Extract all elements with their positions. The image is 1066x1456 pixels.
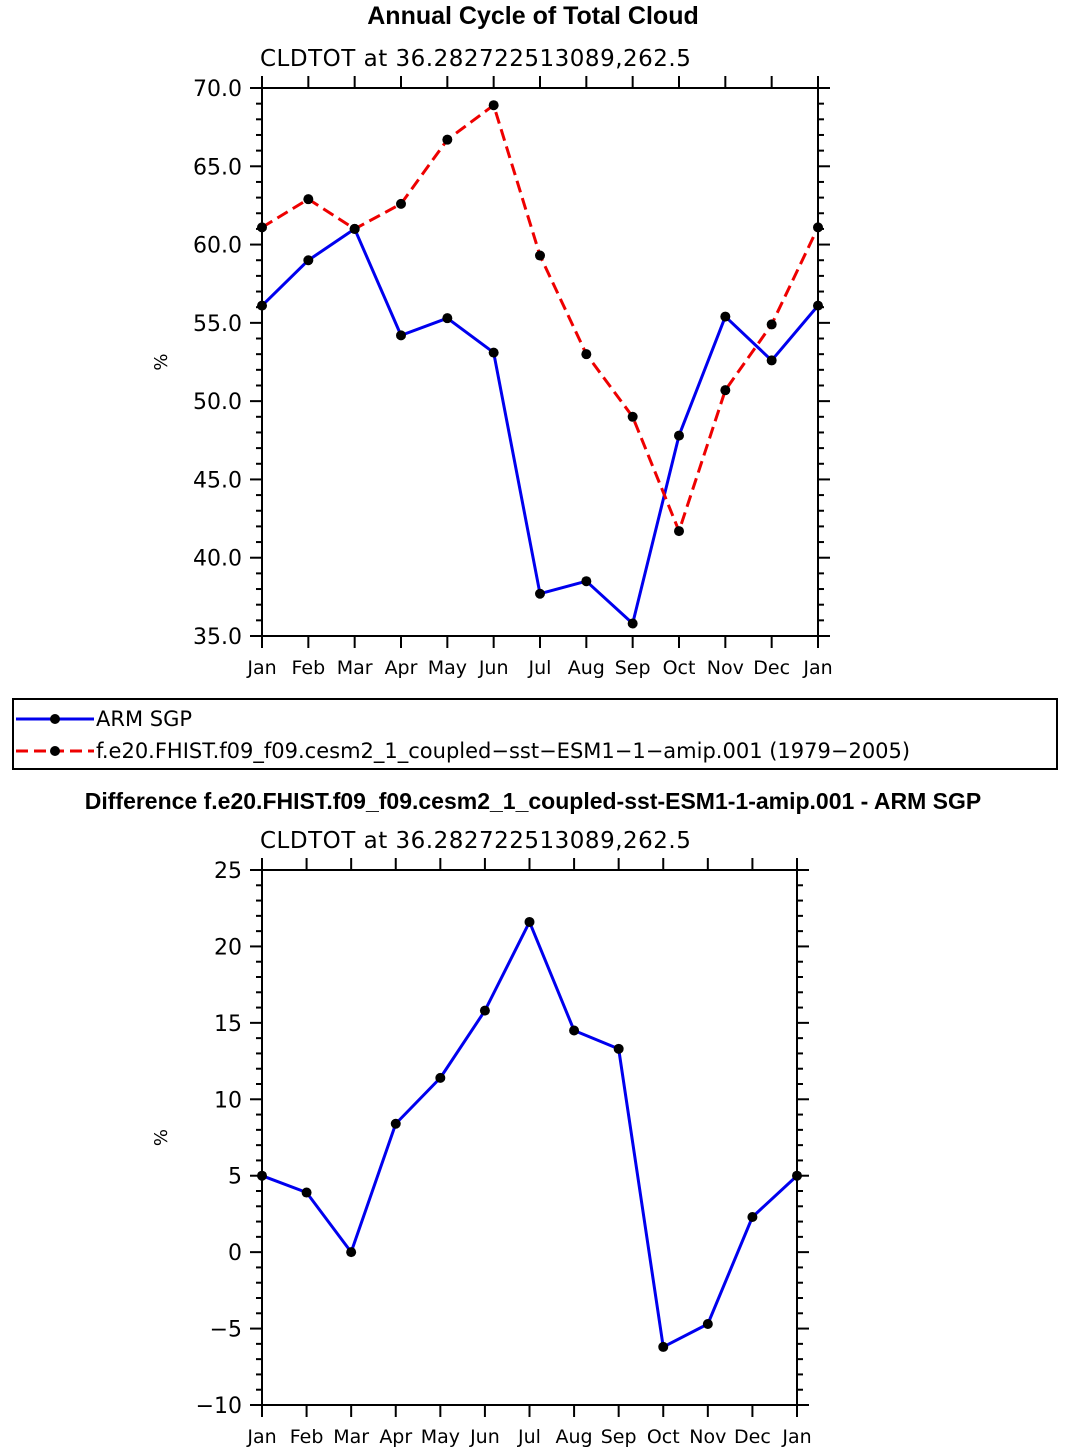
legend: ARM SGP f.e20.FHIST.f09_f09.cesm2_1_coup…: [12, 698, 1058, 770]
y-tick-label: −5: [210, 1318, 242, 1343]
data-point: [674, 430, 684, 441]
data-point: [257, 300, 267, 311]
y-tick-label: 10: [214, 1088, 242, 1113]
data-point: [524, 916, 535, 927]
top-chart-title: Annual Cycle of Total Cloud: [367, 2, 699, 30]
x-tick-label: May: [428, 657, 467, 679]
x-tick-label: Nov: [689, 1426, 726, 1448]
bottom-chart-subtitle: CLDTOT at 36.282722513089,262.5: [260, 828, 692, 854]
data-point: [569, 1025, 580, 1036]
x-tick-label: Dec: [734, 1426, 771, 1448]
y-tick-label: 5: [228, 1165, 242, 1190]
x-tick-label: Dec: [753, 657, 790, 679]
data-point: [581, 349, 592, 360]
y-tick-label: 65.0: [193, 155, 242, 180]
x-tick-label: Sep: [615, 657, 651, 679]
data-point: [257, 1170, 267, 1181]
series-line-0: [261, 920, 799, 1349]
data-point: [613, 1043, 624, 1054]
data-point: [396, 198, 406, 209]
x-tick-label: Jan: [781, 1426, 811, 1448]
data-point: [442, 313, 453, 324]
y-tick-label: 35.0: [193, 625, 242, 650]
data-point: [346, 1247, 357, 1258]
y-tick-label: 0: [228, 1241, 242, 1266]
y-tick-label: 70.0: [193, 77, 242, 102]
data-point: [766, 355, 777, 366]
y-axis-label: %: [151, 353, 172, 370]
data-point: [301, 1187, 312, 1198]
x-tick-label: Jul: [517, 1426, 541, 1448]
x-tick-label: Aug: [568, 657, 605, 679]
x-tick-label: Oct: [647, 1426, 680, 1448]
x-tick-label: Mar: [333, 1426, 369, 1448]
data-point: [488, 347, 499, 358]
y-tick-label: 25: [214, 859, 242, 884]
data-point: [747, 1211, 758, 1222]
legend-label-arm-sgp: ARM SGP: [96, 707, 193, 731]
data-point: [442, 134, 453, 145]
y-tick-label: 50.0: [193, 390, 242, 415]
data-point: [488, 100, 499, 111]
x-tick-label: Jan: [802, 657, 832, 679]
legend-item-arm-sgp: ARM SGP: [14, 704, 192, 734]
data-point: [627, 618, 638, 629]
legend-swatch-arm-sgp: [16, 714, 94, 724]
x-tick-label: Nov: [707, 657, 744, 679]
data-point: [627, 411, 638, 422]
data-point: [792, 1170, 802, 1181]
y-tick-label: 60.0: [193, 234, 242, 259]
x-tick-label: Feb: [290, 1426, 324, 1448]
data-point: [535, 250, 545, 261]
data-point: [581, 576, 592, 587]
data-point: [390, 1118, 401, 1129]
x-tick-label: Jan: [246, 1426, 276, 1448]
data-point: [435, 1072, 446, 1083]
data-point: [813, 300, 823, 311]
y-tick-label: 40.0: [193, 547, 242, 572]
x-tick-label: Mar: [337, 657, 373, 679]
x-tick-label: Sep: [601, 1426, 637, 1448]
y-tick-label: 55.0: [193, 312, 242, 337]
x-tick-label: May: [421, 1426, 460, 1448]
data-point: [674, 526, 684, 537]
legend-swatch-model: [16, 746, 94, 756]
x-tick-label: Jan: [246, 657, 276, 679]
y-axis-label: %: [151, 1129, 172, 1146]
legend-item-model: f.e20.FHIST.f09_f09.cesm2_1_coupled−sst−…: [14, 736, 910, 766]
data-point: [658, 1341, 669, 1352]
y-tick-label: 15: [214, 1012, 242, 1037]
data-point: [720, 385, 731, 396]
x-tick-label: Aug: [556, 1426, 593, 1448]
data-point: [535, 588, 545, 599]
x-tick-label: Jun: [478, 657, 509, 679]
plot-frame: [261, 869, 798, 1406]
x-tick-label: Feb: [292, 657, 326, 679]
x-tick-label: Jul: [528, 657, 552, 679]
data-point: [396, 330, 406, 341]
y-tick-label: 45.0: [193, 468, 242, 493]
data-point: [720, 311, 731, 322]
data-point: [303, 194, 314, 205]
data-point: [813, 222, 823, 233]
data-point: [479, 1005, 490, 1016]
x-tick-label: Oct: [663, 657, 696, 679]
y-tick-label: −10: [196, 1394, 242, 1419]
y-tick-label: 20: [214, 935, 242, 960]
annual-cycle-chart: 35.0 40.0 45.0 50.0 55.0 60.0 65.0 70.0 Jan Feb Ma…: [151, 76, 833, 679]
data-point: [257, 222, 267, 233]
legend-label-model: f.e20.FHIST.f09_f09.cesm2_1_coupled−sst−…: [96, 739, 911, 763]
top-chart-subtitle: CLDTOT at 36.282722513089,262.5: [260, 46, 692, 72]
data-point: [766, 319, 777, 330]
data-point: [349, 223, 360, 234]
bottom-chart-title: Difference f.e20.FHIST.f09_f09.cesm2_1_c…: [84, 788, 982, 814]
x-tick-label: Apr: [379, 1426, 412, 1448]
data-point: [303, 255, 314, 266]
x-tick-label: Apr: [385, 657, 418, 679]
x-tick-label: Jun: [469, 1426, 500, 1448]
data-point: [702, 1318, 713, 1329]
